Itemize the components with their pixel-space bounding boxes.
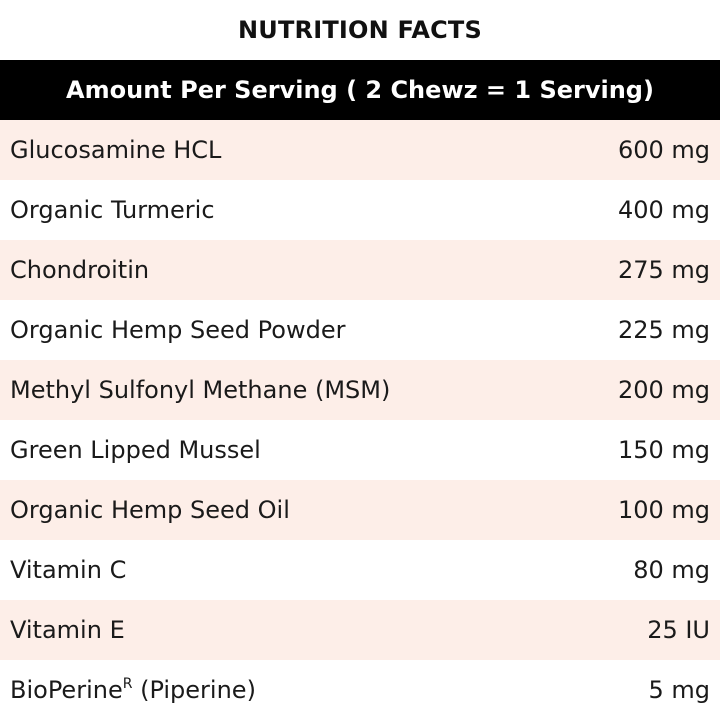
- nutrient-amount: 5 mg: [648, 676, 710, 704]
- nutrient-name-suffix: (Piperine): [132, 676, 256, 704]
- nutrient-row: Organic Hemp Seed Powder 225 mg: [0, 300, 720, 360]
- nutrient-name: Organic Turmeric: [10, 196, 215, 224]
- nutrient-amount: 225 mg: [617, 316, 710, 344]
- nutrient-name-text: Chondroitin: [10, 256, 150, 284]
- nutrient-row: Vitamin C 80 mg: [0, 540, 720, 600]
- nutrient-amount: 150 mg: [617, 436, 710, 464]
- nutrient-name: Methyl Sulfonyl Methane (MSM): [10, 376, 390, 404]
- nutrient-name-text: Organic Hemp Seed Powder: [10, 316, 346, 344]
- nutrient-name: Glucosamine HCL: [10, 136, 221, 164]
- nutrient-name: Vitamin E: [10, 616, 125, 644]
- nutrient-name: Vitamin C: [10, 556, 126, 584]
- nutrient-name-text: Vitamin C: [10, 556, 127, 584]
- nutrient-list: Glucosamine HCL 600 mg Organic Turmeric 400…: [0, 120, 720, 720]
- nutrient-amount: 275 mg: [617, 256, 710, 284]
- nutrient-name-text: Green Lipped Mussel: [10, 436, 261, 464]
- nutrient-name: Organic Hemp Seed Powder: [10, 316, 345, 344]
- nutrient-row: Glucosamine HCL 600 mg: [0, 120, 720, 180]
- nutrient-amount: 200 mg: [617, 376, 710, 404]
- nutrient-amount: 400 mg: [617, 196, 710, 224]
- nutrient-name: BioPerineR (Piperine): [10, 676, 256, 704]
- nutrient-name-text: Organic Turmeric: [10, 196, 215, 224]
- nutrient-name: Chondroitin: [10, 256, 149, 284]
- registered-mark: R: [122, 676, 133, 692]
- serving-header: Amount Per Serving ( 2 Chewz = 1 Serving…: [0, 60, 720, 120]
- nutrient-row: Organic Turmeric 400 mg: [0, 180, 720, 240]
- nutrient-name-text: Glucosamine HCL: [10, 136, 222, 164]
- nutrient-name-text: Organic Hemp Seed Oil: [10, 496, 290, 524]
- nutrient-row: BioPerineR (Piperine) 5 mg: [0, 660, 720, 720]
- nutrient-row: Green Lipped Mussel 150 mg: [0, 420, 720, 480]
- nutrient-amount: 80 mg: [633, 556, 710, 584]
- nutrient-amount: 100 mg: [617, 496, 710, 524]
- nutrient-amount: 25 IU: [647, 616, 710, 644]
- nutrient-row: Methyl Sulfonyl Methane (MSM) 200 mg: [0, 360, 720, 420]
- nutrient-name: Organic Hemp Seed Oil: [10, 496, 290, 524]
- page-title: NUTRITION FACTS: [238, 16, 482, 44]
- nutrient-name-text: Methyl Sulfonyl Methane (MSM): [10, 376, 391, 404]
- nutrient-row: Organic Hemp Seed Oil 100 mg: [0, 480, 720, 540]
- nutrient-row: Vitamin E 25 IU: [0, 600, 720, 660]
- nutrient-name: Green Lipped Mussel: [10, 436, 261, 464]
- nutrient-amount: 600 mg: [617, 136, 710, 164]
- nutrient-row: Chondroitin 275 mg: [0, 240, 720, 300]
- nutrient-name-text: Vitamin E: [10, 616, 125, 644]
- nutrient-name-text: BioPerine: [10, 676, 123, 704]
